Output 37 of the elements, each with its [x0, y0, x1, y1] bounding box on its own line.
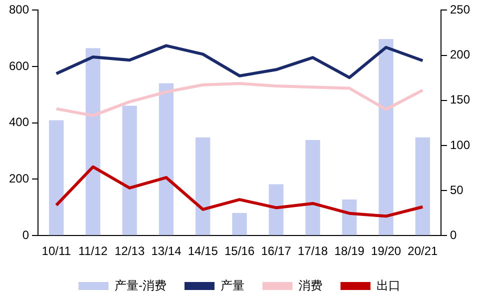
y2-tick-label: 50	[450, 182, 464, 197]
y2-tick-label: 200	[450, 48, 470, 62]
y-tick-label: 800	[8, 2, 30, 17]
bar	[122, 106, 137, 236]
x-tick-label: 14/15	[188, 244, 218, 258]
x-tick-label: 17/18	[298, 244, 328, 258]
legend-label: 消费	[298, 278, 322, 292]
y-tick-label: 0	[22, 228, 30, 242]
y2-tick-label: 0	[450, 228, 457, 242]
bar	[158, 83, 174, 236]
y-tick-label: 600	[8, 58, 30, 73]
x-tick-label: 20/21	[408, 244, 438, 258]
bar	[378, 39, 394, 236]
x-tick-label: 18/19	[334, 244, 365, 258]
x-tick-label: 19/20	[371, 244, 402, 258]
legend-label: 产量	[220, 278, 244, 292]
x-tick-label: 15/16	[224, 244, 255, 258]
bar	[49, 120, 64, 236]
bar	[268, 184, 284, 236]
bar	[232, 213, 247, 236]
x-tick-label: 10/11	[42, 244, 72, 258]
y-tick-label: 400	[8, 115, 30, 130]
x-tick-label: 11/12	[78, 244, 108, 258]
bar	[305, 140, 320, 236]
y-tick-label: 200	[8, 172, 30, 186]
bar	[196, 137, 210, 236]
x-tick-label: 16/17	[261, 244, 292, 258]
x-tick-label: 13/14	[151, 244, 182, 258]
y2-tick-label: 150	[450, 92, 470, 107]
bar	[342, 200, 357, 236]
legend-label: 出口	[376, 278, 400, 292]
y2-tick-label: 100	[450, 138, 470, 152]
bar	[415, 137, 430, 236]
legend-label: 产量-消费	[114, 278, 166, 292]
bar	[86, 48, 100, 236]
x-tick-label: 12/13	[114, 244, 145, 258]
y2-tick-label: 250	[450, 2, 470, 17]
